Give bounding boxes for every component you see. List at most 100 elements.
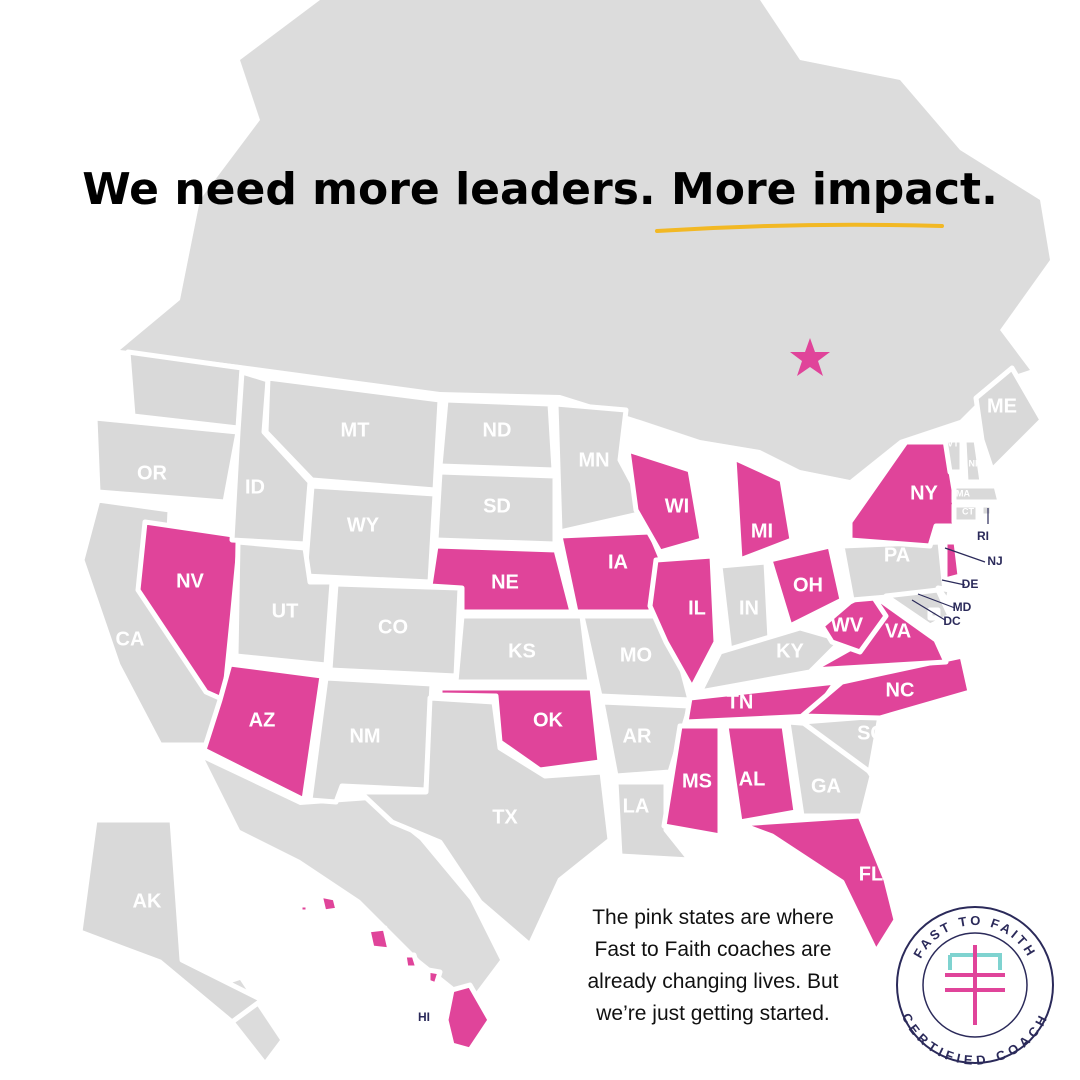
state-label: NJ	[987, 554, 1002, 568]
title: We need more leaders. More impact.	[82, 164, 998, 215]
state-label: NH	[969, 458, 982, 468]
state-shape	[819, 589, 889, 655]
state-label: ID	[245, 476, 265, 498]
state-label: DC	[943, 614, 961, 628]
leader-line	[941, 579, 966, 586]
state-label: AL	[739, 768, 766, 790]
state-label: ME	[987, 395, 1017, 417]
state-label: NY	[910, 482, 938, 504]
leader-line	[944, 547, 986, 563]
state-label: OK	[533, 709, 564, 731]
state-label: WV	[831, 614, 864, 636]
underline	[655, 222, 944, 233]
state-shape	[613, 779, 693, 863]
state-label: NV	[176, 570, 204, 592]
state-label: ND	[483, 419, 512, 441]
state-label: VA	[885, 620, 911, 642]
state-shape	[942, 437, 965, 475]
state-shape	[297, 902, 311, 915]
state-shape	[697, 625, 845, 695]
state-shape	[433, 469, 558, 547]
state-label: RI	[977, 529, 989, 543]
logo-cross	[945, 945, 1005, 1025]
state-label: OH	[793, 574, 823, 596]
state-shape	[201, 661, 325, 803]
caption: The pink states are where Fast to Faith c…	[588, 906, 839, 1025]
state-label: MT	[341, 419, 370, 441]
state-shape	[961, 437, 985, 485]
caption-line: we’re just getting started.	[595, 1002, 829, 1025]
state-shape	[951, 502, 981, 525]
state-label: IN	[739, 597, 759, 619]
state-label: AK	[133, 890, 162, 912]
state-shape	[942, 539, 963, 583]
state-shape	[437, 397, 557, 473]
state-shape	[599, 699, 693, 779]
state-label: UT	[272, 600, 299, 622]
mexico	[205, 760, 500, 1000]
caption-line: The pink states are where	[592, 906, 834, 929]
state-label: MS	[682, 770, 712, 792]
state-shape	[357, 695, 613, 948]
star	[790, 338, 830, 376]
state-label: NM	[349, 725, 380, 747]
state-shape	[767, 543, 845, 629]
state-shape	[427, 543, 575, 615]
state-label: MI	[751, 520, 773, 542]
state-shape	[625, 447, 705, 555]
state-shape	[307, 675, 435, 805]
state-label: FL	[859, 863, 883, 885]
state-label: OR	[137, 462, 168, 484]
state-shape	[425, 967, 443, 988]
state-label: SC	[857, 722, 885, 744]
state-shape	[77, 817, 265, 1025]
state-label: SD	[483, 495, 511, 517]
states: OR CA NV ID MT WY UT CO AZ NM ND SD NE KS OK TX MN IA MO AR…	[77, 365, 1045, 1053]
state-label: CO	[378, 616, 408, 638]
state-shape	[125, 349, 245, 431]
state-label: MN	[578, 449, 609, 471]
leader-line	[911, 599, 946, 621]
state-label: NE	[491, 571, 519, 593]
caption-line: already changing lives. But	[588, 970, 839, 993]
state-shape	[737, 813, 899, 955]
state-shape	[263, 375, 443, 493]
state-label: IL	[688, 597, 706, 619]
logo-frame	[948, 953, 1002, 970]
state-label: CA	[116, 628, 145, 650]
state-shape	[799, 653, 973, 721]
title-emphasis: More impact.	[671, 164, 998, 215]
logo-inner-ring	[922, 932, 1028, 1038]
state-shape	[233, 539, 335, 668]
state-shape	[437, 685, 603, 773]
state-label: LA	[623, 795, 650, 817]
state-label: TN	[727, 691, 754, 713]
state-label: DE	[962, 577, 979, 591]
state-label: NC	[886, 679, 915, 701]
state-shape	[723, 723, 799, 825]
state-label: CT	[962, 506, 974, 516]
state-label: PA	[884, 544, 910, 566]
state-label: TX	[492, 806, 518, 828]
logo: FAST TO FAITH CERTIFIED COACH	[896, 906, 1054, 1068]
state-label: HI	[418, 1010, 430, 1024]
state-shape	[978, 502, 995, 519]
state-shape	[847, 439, 963, 549]
state-shape	[973, 365, 1045, 473]
state-label: WI	[665, 495, 689, 517]
state-label: MD	[953, 600, 972, 614]
state-shape	[317, 892, 341, 915]
state-label: AZ	[249, 709, 276, 731]
state-label: MO	[620, 644, 652, 666]
state-shape	[443, 982, 493, 1053]
leader-line	[917, 593, 956, 609]
state-shape	[92, 415, 241, 505]
state-label: GA	[811, 775, 841, 797]
state-shape	[951, 483, 1003, 505]
state-label: IA	[608, 551, 628, 573]
state-label: VT	[947, 438, 959, 448]
state-shape	[661, 723, 723, 839]
caption-line: Fast to Faith coaches are	[595, 938, 832, 961]
